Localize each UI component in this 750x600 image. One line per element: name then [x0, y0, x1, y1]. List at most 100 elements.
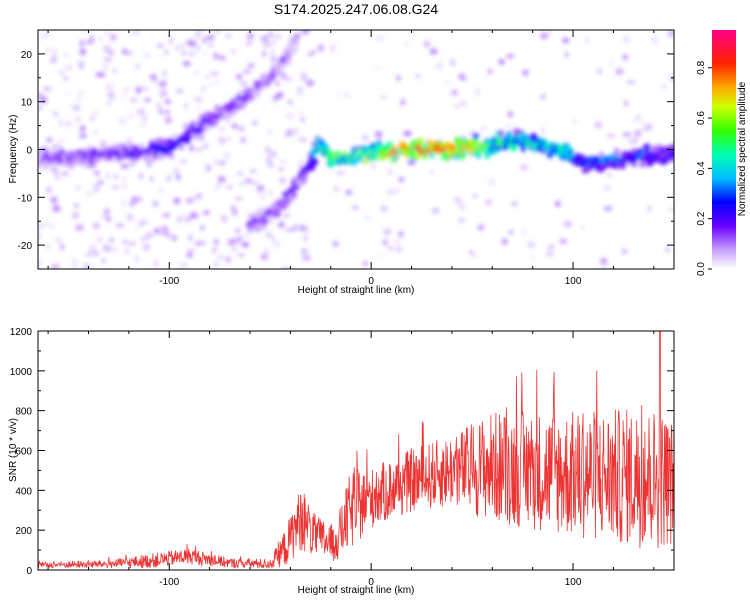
spectrogram-speckle [179, 262, 188, 269]
spectrogram-speckle [559, 238, 568, 244]
spectrogram-speckle [247, 63, 255, 69]
spectrogram-speckle [387, 169, 393, 175]
spectrogram-speckle [90, 35, 94, 41]
spectrogram-cell [511, 143, 518, 152]
spectrogram-speckle [176, 173, 181, 181]
spectrogram-speckle [38, 92, 42, 99]
spectrogram-speckle [183, 123, 187, 129]
spectrogram-speckle [110, 34, 117, 41]
spectrogram-speckle [105, 172, 111, 179]
spectrogram-speckle [95, 236, 104, 243]
spectrogram-speckle [579, 225, 586, 230]
spectrogram-speckle [371, 162, 375, 170]
snr-x-tick-label: -100 [159, 577, 179, 588]
spectrogram-speckle [187, 50, 197, 57]
spectrogram-speckle [457, 217, 466, 223]
spectrogram-speckle [150, 176, 154, 182]
spectrogram-speckle [105, 85, 115, 90]
spectrogram-speckle [201, 85, 206, 92]
spectrogram-speckle [336, 171, 346, 175]
spectrogram-speckle [227, 238, 237, 246]
snr-y-tick-label: 600 [15, 447, 32, 458]
spectrogram-cell [68, 162, 75, 170]
spectrogram-speckle [435, 62, 444, 70]
spectrogram-speckle [166, 232, 171, 238]
spectrogram-speckle [218, 126, 226, 132]
spectrogram-speckle [430, 170, 434, 176]
spectrogram-speckle [85, 253, 90, 257]
spectrogram-speckle [252, 120, 258, 126]
spectrogram-speckle [565, 51, 569, 58]
spectrogram-speckle [506, 54, 515, 59]
spectrogram-speckle [120, 163, 130, 169]
spectrogram-speckle [522, 230, 527, 235]
spectrogram-speckle [49, 223, 54, 229]
spectrogram-speckle [175, 44, 179, 52]
chart-title: S174.2025.247.06.08.G24 [274, 1, 438, 17]
spectrogram-speckle [260, 254, 268, 260]
spectrogram-image [38, 30, 674, 269]
spectrogram-speckle [220, 214, 228, 223]
spectrogram-speckle [75, 185, 80, 191]
spectrogram-speckle [268, 150, 277, 158]
spectrogram-speckle [260, 194, 266, 200]
spectrogram-cell [266, 215, 275, 220]
snr-x-tick-label: 100 [565, 577, 582, 588]
spectrogram-speckle [660, 85, 668, 89]
spectrogram-cell [328, 158, 337, 167]
spectrogram-speckle [164, 116, 172, 124]
spectrogram-speckle [131, 31, 141, 35]
spectrogram-speckle [123, 88, 129, 92]
spectrogram-speckle [522, 69, 529, 76]
spectrogram-speckle [164, 49, 168, 56]
spectrogram-speckle [236, 171, 244, 177]
spectrogram-speckle [106, 216, 111, 222]
spectrogram-cell [227, 112, 236, 117]
spectrogram-speckle [333, 187, 339, 191]
spectrogram-speckle [127, 138, 131, 146]
spectrogram-speckle [212, 246, 217, 253]
spectrogram-speckle [226, 186, 234, 189]
spectrogram-speckle [362, 261, 368, 266]
spectrogram-cell [498, 130, 504, 138]
spectrogram-cell [232, 103, 241, 110]
spectrogram-speckle [185, 198, 194, 204]
spectrogram-speckle [651, 36, 658, 44]
spectrogram-y-tick-label: -10 [18, 193, 33, 204]
spectrogram-speckle [122, 240, 128, 244]
spectrogram-speckle [305, 79, 315, 87]
spectrogram-speckle [77, 90, 84, 97]
spectrogram-speckle [374, 66, 381, 70]
spectrogram-speckle [203, 51, 208, 55]
spectrogram-speckle [146, 161, 152, 168]
spectrogram-speckle [113, 174, 119, 180]
spectrogram-speckle [79, 63, 84, 70]
spectrogram-speckle [70, 122, 75, 126]
spectrogram-speckle [181, 51, 187, 55]
spectrogram-speckle [53, 50, 57, 54]
spectrogram-speckle [144, 98, 152, 102]
spectrogram-speckle [362, 135, 368, 140]
spectrogram-cell [670, 143, 674, 149]
spectrogram-speckle [128, 242, 137, 246]
spectrogram-speckle [90, 116, 95, 121]
spectrogram-speckle [38, 105, 42, 110]
spectrogram-speckle [208, 43, 214, 47]
spectrogram-speckle [91, 183, 101, 187]
spectrogram-speckle [75, 118, 80, 121]
spectrogram-speckle [230, 96, 237, 100]
spectrogram-speckle [458, 73, 465, 80]
spectrogram-speckle [270, 56, 277, 63]
spectrogram-cell [247, 229, 253, 234]
spectrogram-speckle [352, 206, 359, 209]
spectrogram-cell [48, 162, 57, 167]
spectrogram-speckle [129, 97, 138, 103]
spectrogram-x-label: Height of straight line (km) [298, 285, 415, 296]
spectrogram-speckle [65, 120, 71, 128]
spectrogram-speckle [111, 185, 120, 190]
spectrogram-speckle [379, 254, 384, 257]
snr-y-tick-label: 1200 [10, 327, 33, 338]
spectrogram-speckle [213, 261, 219, 267]
spectrogram-speckle [615, 68, 624, 75]
